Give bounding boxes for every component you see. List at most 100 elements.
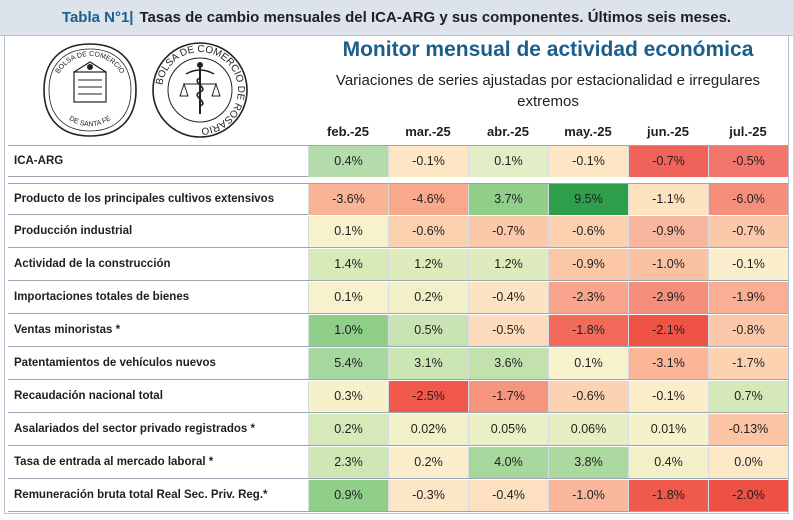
value-cell: 0.1% <box>468 146 548 177</box>
table-row: Producto de los principales cultivos ext… <box>8 183 788 215</box>
value-cell: -0.4% <box>468 282 548 313</box>
value-cell: -1.9% <box>708 282 788 313</box>
value-cell: -0.6% <box>388 216 468 247</box>
value-cell: 0.01% <box>628 414 708 445</box>
row-label: Tasa de entrada al mercado laboral * <box>14 456 214 468</box>
value-cell: 0.06% <box>548 414 628 445</box>
table-row: Remuneración bruta total Real Sec. Priv.… <box>8 480 788 512</box>
value-cell: -0.7% <box>708 216 788 247</box>
value-cell: -1.1% <box>628 184 708 215</box>
value-cell: 1.0% <box>308 315 388 346</box>
row-label: Ventas minoristas * <box>14 324 121 336</box>
value-cell: 1.2% <box>468 249 548 280</box>
value-cell: -0.1% <box>548 146 628 177</box>
value-cell: -0.6% <box>548 216 628 247</box>
table-row: Asalariados del sector privado registrad… <box>8 414 788 446</box>
value-cell: -0.13% <box>708 414 788 445</box>
column-header-1: feb.-25 <box>327 124 369 139</box>
row-label: Producción industrial <box>14 225 133 237</box>
value-cell: 0.1% <box>548 348 628 379</box>
value-cell: 0.1% <box>308 216 388 247</box>
bolsa-rosario-logo: BOLSA DE COMERCIO DE ROSARIO <box>150 40 250 140</box>
value-cell: 2.3% <box>308 447 388 478</box>
value-cell: -0.7% <box>468 216 548 247</box>
value-cell: -2.3% <box>548 282 628 313</box>
value-cell: -0.4% <box>468 480 548 511</box>
table-row-ica-arg: ICA-ARG 0.4% -0.1% 0.1% -0.1% -0.7% -0.5… <box>8 145 788 177</box>
value-cell: 9.5% <box>548 184 628 215</box>
value-cell: 4.0% <box>468 447 548 478</box>
table-row: Ventas minoristas * 1.0% 0.5% -0.5% -1.8… <box>8 315 788 347</box>
row-label: Remuneración bruta total Real Sec. Priv.… <box>14 489 268 501</box>
row-label: Importaciones totales de bienes <box>14 291 190 303</box>
value-cell: -2.0% <box>708 480 788 511</box>
value-cell: -1.0% <box>548 480 628 511</box>
value-cell: -0.8% <box>708 315 788 346</box>
row-label: Recaudación nacional total <box>14 390 163 402</box>
row-label: Producto de los principales cultivos ext… <box>14 193 275 205</box>
value-cell: 0.7% <box>708 381 788 412</box>
row-label: Patentamientos de vehículos nuevos <box>14 357 216 369</box>
value-cell: 0.02% <box>388 414 468 445</box>
monitor-subtitle: Variaciones de series ajustadas por esta… <box>318 70 778 112</box>
value-cell: 3.8% <box>548 447 628 478</box>
value-cell: -0.5% <box>468 315 548 346</box>
value-cell: -0.1% <box>388 146 468 177</box>
value-cell: 0.1% <box>308 282 388 313</box>
value-cell: 5.4% <box>308 348 388 379</box>
table-row: Tasa de entrada al mercado laboral * 2.3… <box>8 447 788 479</box>
column-header-5: jun.-25 <box>647 124 689 139</box>
value-cell: -6.0% <box>708 184 788 215</box>
value-cell: -1.7% <box>468 381 548 412</box>
value-cell: -4.6% <box>388 184 468 215</box>
table-row: Patentamientos de vehículos nuevos 5.4% … <box>8 348 788 380</box>
value-cell: 0.05% <box>468 414 548 445</box>
bolsa-santa-fe-logo: BOLSA DE COMERCIO DE SANTA FE <box>40 40 140 140</box>
table-title: Tabla N°1| Tasas de cambio mensuales del … <box>0 0 793 36</box>
value-cell: -1.7% <box>708 348 788 379</box>
value-cell: -0.6% <box>548 381 628 412</box>
value-cell: -0.3% <box>388 480 468 511</box>
value-cell: 3.6% <box>468 348 548 379</box>
value-cell: 0.9% <box>308 480 388 511</box>
value-cell: 0.2% <box>388 447 468 478</box>
row-label: ICA-ARG <box>14 155 64 167</box>
value-cell: 3.7% <box>468 184 548 215</box>
monitor-subtitle-line-1: Variaciones de series ajustadas por esta… <box>335 72 761 89</box>
value-cell: 3.1% <box>388 348 468 379</box>
monitor-title: Monitor mensual de actividad económica <box>342 38 754 61</box>
value-cell: 0.4% <box>308 146 388 177</box>
value-cell: -2.1% <box>628 315 708 346</box>
value-cell: -2.9% <box>628 282 708 313</box>
column-header-2: mar.-25 <box>405 124 451 139</box>
logo-left-bottom-text: DE SANTA FE <box>68 115 113 128</box>
value-cell: -3.1% <box>628 348 708 379</box>
value-cell: -0.9% <box>628 216 708 247</box>
value-cell: 0.0% <box>708 447 788 478</box>
value-cell: -3.6% <box>308 184 388 215</box>
value-cell: 0.3% <box>308 381 388 412</box>
row-label: Actividad de la construcción <box>14 258 171 270</box>
value-cell: -2.5% <box>388 381 468 412</box>
column-header-6: jul.-25 <box>729 124 767 139</box>
value-cell: -0.5% <box>708 146 788 177</box>
monitor-subtitle-line-2: extremos <box>517 93 579 110</box>
table-number: Tabla N°1 <box>61 9 130 26</box>
value-cell: 0.4% <box>628 447 708 478</box>
value-cell: -0.1% <box>628 381 708 412</box>
column-header-3: abr.-25 <box>487 124 529 139</box>
title-separator: | <box>129 9 134 26</box>
table-row: Importaciones totales de bienes 0.1% 0.2… <box>8 282 788 314</box>
value-cell: 1.4% <box>308 249 388 280</box>
table-row: Producción industrial 0.1% -0.6% -0.7% -… <box>8 216 788 248</box>
value-cell: -1.8% <box>548 315 628 346</box>
value-cell: 1.2% <box>388 249 468 280</box>
value-cell: -0.9% <box>548 249 628 280</box>
value-cell: -0.7% <box>628 146 708 177</box>
table-title-text: Tasas de cambio mensuales del ICA-ARG y … <box>139 9 732 26</box>
svg-text:DE SANTA FE: DE SANTA FE <box>68 115 113 128</box>
table-row: Recaudación nacional total 0.3% -2.5% -1… <box>8 381 788 413</box>
value-cell: 0.5% <box>388 315 468 346</box>
value-cell: 0.2% <box>308 414 388 445</box>
column-header-4: may.-25 <box>564 124 612 139</box>
